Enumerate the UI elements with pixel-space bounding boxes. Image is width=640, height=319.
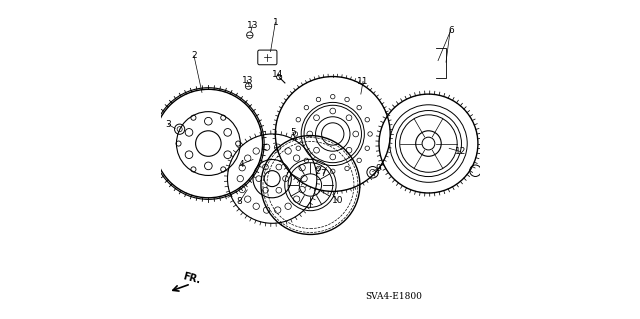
Text: 12: 12 — [454, 147, 466, 156]
Text: 7: 7 — [320, 169, 326, 178]
Text: 4: 4 — [238, 160, 244, 169]
Text: 3: 3 — [166, 120, 172, 129]
Text: 14: 14 — [272, 70, 284, 78]
FancyBboxPatch shape — [258, 50, 277, 65]
Text: 11: 11 — [357, 77, 369, 86]
Text: FR.: FR. — [181, 271, 201, 286]
Text: 10: 10 — [332, 197, 343, 205]
Text: 1: 1 — [273, 18, 278, 27]
Text: 2: 2 — [191, 51, 197, 60]
Text: 5: 5 — [290, 128, 296, 137]
Text: 9: 9 — [375, 164, 381, 173]
Text: 13: 13 — [246, 21, 258, 30]
Text: 13: 13 — [241, 76, 253, 85]
Text: SVA4-E1800: SVA4-E1800 — [365, 292, 422, 301]
Text: 6: 6 — [448, 26, 454, 35]
Text: 8: 8 — [237, 197, 243, 206]
